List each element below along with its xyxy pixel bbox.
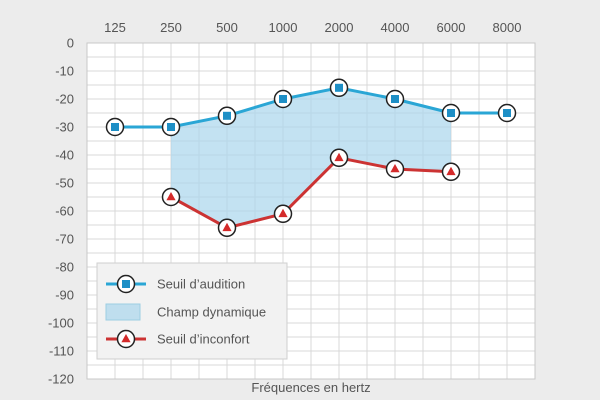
y-tick-label: -90 [55, 288, 74, 303]
discomfort-threshold-point [161, 187, 181, 207]
discomfort-threshold-point [217, 218, 237, 238]
y-tick-label: -30 [55, 120, 74, 135]
y-tick-label: -120 [48, 372, 74, 387]
hearing-threshold-point [105, 117, 125, 137]
legend: Seuil d’audition Champ dynamique Seuil d’i… [96, 262, 288, 360]
y-tick-label: -20 [55, 92, 74, 107]
x-tick-label: 250 [160, 20, 182, 35]
square-icon [167, 123, 175, 131]
y-tick-label: 0 [67, 36, 74, 51]
legend-label: Seuil d’audition [157, 277, 245, 292]
triangle-icon [278, 208, 288, 218]
triangle-icon [166, 192, 176, 201]
discomfort-threshold-point [441, 162, 461, 182]
square-icon [335, 83, 343, 92]
y-tick-label: -70 [55, 232, 74, 247]
series-lines [115, 86, 507, 230]
x-tick-label: 6000 [437, 20, 466, 35]
legend-area-swatch [105, 303, 141, 321]
x-tick-label: 2000 [325, 20, 354, 35]
square-icon [447, 109, 455, 117]
y-tick-label: -100 [48, 316, 74, 331]
plot-border [86, 42, 536, 380]
square-icon [279, 95, 287, 103]
triangle-icon [390, 164, 400, 173]
discomfort-threshold-point [273, 204, 293, 224]
legend-hearing-marker [116, 274, 136, 294]
hearing-threshold-point [217, 106, 237, 126]
series-markers [105, 78, 517, 238]
discomfort-threshold-line [170, 156, 452, 230]
x-axis-tick-labels: 125 250 500 1000 2000 4000 6000 8000 [104, 20, 521, 35]
square-icon [223, 111, 231, 120]
x-tick-label: 8000 [493, 20, 522, 35]
dynamic-range-area [171, 87, 451, 228]
y-axis-tick-labels: 0 -10 -20 -30 -40 -50 -60 -70 -80 -90 -100 -110 -120 [48, 36, 74, 387]
discomfort-threshold-point [385, 159, 405, 179]
square-icon [391, 95, 399, 103]
y-tick-label: -60 [55, 204, 74, 219]
triangle-icon [222, 222, 232, 232]
triangle-icon [121, 334, 131, 343]
dynamic-range-fill [171, 87, 451, 228]
triangle-icon [334, 152, 344, 162]
square-icon [503, 109, 511, 117]
triangle-icon [446, 166, 456, 176]
y-tick-label: -110 [49, 344, 74, 359]
discomfort-threshold-point [329, 148, 349, 168]
hearing-threshold-point [441, 103, 461, 123]
x-tick-label: 4000 [381, 20, 410, 35]
x-tick-label: 125 [104, 20, 126, 35]
y-tick-label: -80 [55, 260, 74, 275]
square-icon [122, 280, 130, 288]
hearing-threshold-point [273, 89, 293, 109]
y-tick-label: -10 [55, 64, 74, 79]
legend-label: Champ dynamique [157, 305, 266, 320]
hearing-threshold-line [115, 86, 507, 129]
legend-label: Seuil d’inconfort [157, 332, 250, 347]
hearing-threshold-point [161, 117, 181, 137]
x-tick-label: 500 [216, 20, 238, 35]
x-tick-label: 1000 [269, 20, 298, 35]
legend-discomfort-marker [116, 329, 136, 349]
y-tick-label: -50 [55, 176, 74, 191]
hearing-threshold-point [385, 89, 405, 109]
square-icon [111, 123, 119, 131]
x-axis-label: Fréquences en hertz [251, 380, 370, 395]
hearing-threshold-point [497, 103, 517, 123]
hearing-threshold-point [329, 78, 349, 98]
y-tick-label: -40 [55, 148, 74, 163]
